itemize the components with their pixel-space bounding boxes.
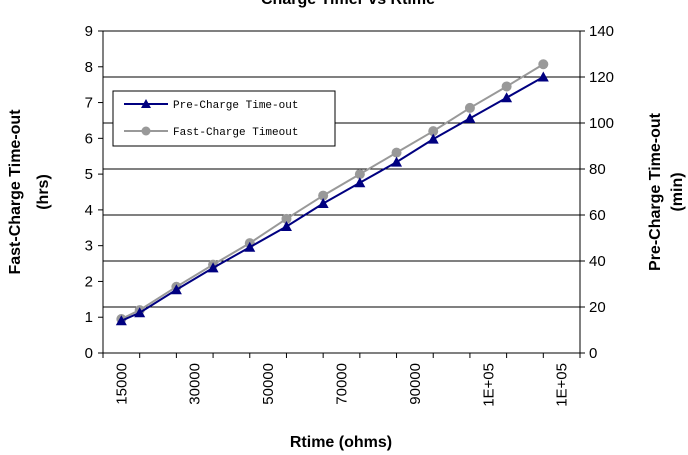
x-tick-label: 90000 [407,363,424,405]
left-axis-title-line1: Fast-Charge Time-out [7,109,24,275]
right-axis-ticks: 0 20 40 60 80 100 120 140 [580,23,614,362]
chart-title: Charge Timer vs Rtime [261,0,435,8]
right-tick-label: 0 [589,345,597,362]
legend-box [112,90,336,147]
data-point-fast-charge [281,213,292,224]
left-tick-label: 8 [85,59,93,76]
left-axis-ticks: 0 1 2 3 4 5 6 7 8 9 [85,23,103,362]
left-tick-label: 5 [85,166,93,183]
data-point-pre-charge [170,284,182,295]
data-point-fast-charge [428,126,439,137]
right-tick-label: 100 [589,115,614,132]
data-point-pre-charge [244,241,256,252]
right-axis-title-line1: Pre-Charge Time-out [647,112,664,271]
x-tick-label: 30000 [187,363,204,405]
legend: Pre-Charge Time-out Fast-Charge Timeout [112,90,336,147]
left-tick-label: 1 [85,309,93,326]
data-point-pre-charge [317,198,329,208]
left-tick-label: 6 [85,130,93,147]
data-point-fast-charge [501,81,512,92]
legend-marker-pre-charge [141,99,151,108]
right-tick-label: 140 [589,23,614,40]
data-point-fast-charge [391,147,402,158]
x-tick-label: 70000 [334,363,351,405]
right-tick-label: 20 [589,299,606,316]
data-point-pre-charge [115,315,127,326]
data-point-fast-charge [318,190,329,201]
data-point-pre-charge [464,112,476,123]
right-tick-label: 40 [589,253,606,270]
data-point-pre-charge [391,156,403,167]
x-tick-label: 1E+05 [554,363,571,407]
x-tick-label: 50000 [260,363,277,405]
legend-marker-fast-charge [141,126,151,136]
x-axis-ticks: 15000 30000 50000 70000 90000 1E+05 1E+05 [102,353,581,407]
right-tick-label: 60 [589,207,606,224]
data-point-pre-charge [354,177,366,188]
data-point-pre-charge [134,307,146,318]
x-tick-label: 15000 [113,363,130,405]
data-point-pre-charge [501,92,513,103]
plot-area [102,30,581,354]
left-tick-label: 0 [85,345,93,362]
data-point-pre-charge [207,262,219,273]
left-tick-label: 4 [85,202,93,219]
right-tick-label: 80 [589,161,606,178]
right-tick-label: 120 [589,69,614,86]
data-point-pre-charge [537,71,549,82]
legend-label-pre-charge: Pre-Charge Time-out [173,100,298,112]
grid [103,30,580,308]
left-tick-label: 3 [85,238,93,255]
data-point-pre-charge [280,221,292,231]
left-tick-label: 7 [85,95,93,112]
left-tick-label: 9 [85,23,93,40]
data-point-fast-charge [354,169,365,180]
x-tick-label: 1E+05 [480,363,497,407]
data-point-fast-charge [538,59,549,70]
right-axis-title-line2: (min) [669,172,686,211]
data-point-pre-charge [427,133,439,144]
data-point-fast-charge [464,102,475,113]
x-axis-title: Rtime (ohms) [290,434,392,451]
series-lines [115,59,549,326]
left-axis-title-line2: (hrs) [35,174,52,210]
left-tick-label: 2 [85,273,93,290]
legend-label-fast-charge: Fast-Charge Timeout [173,127,298,139]
